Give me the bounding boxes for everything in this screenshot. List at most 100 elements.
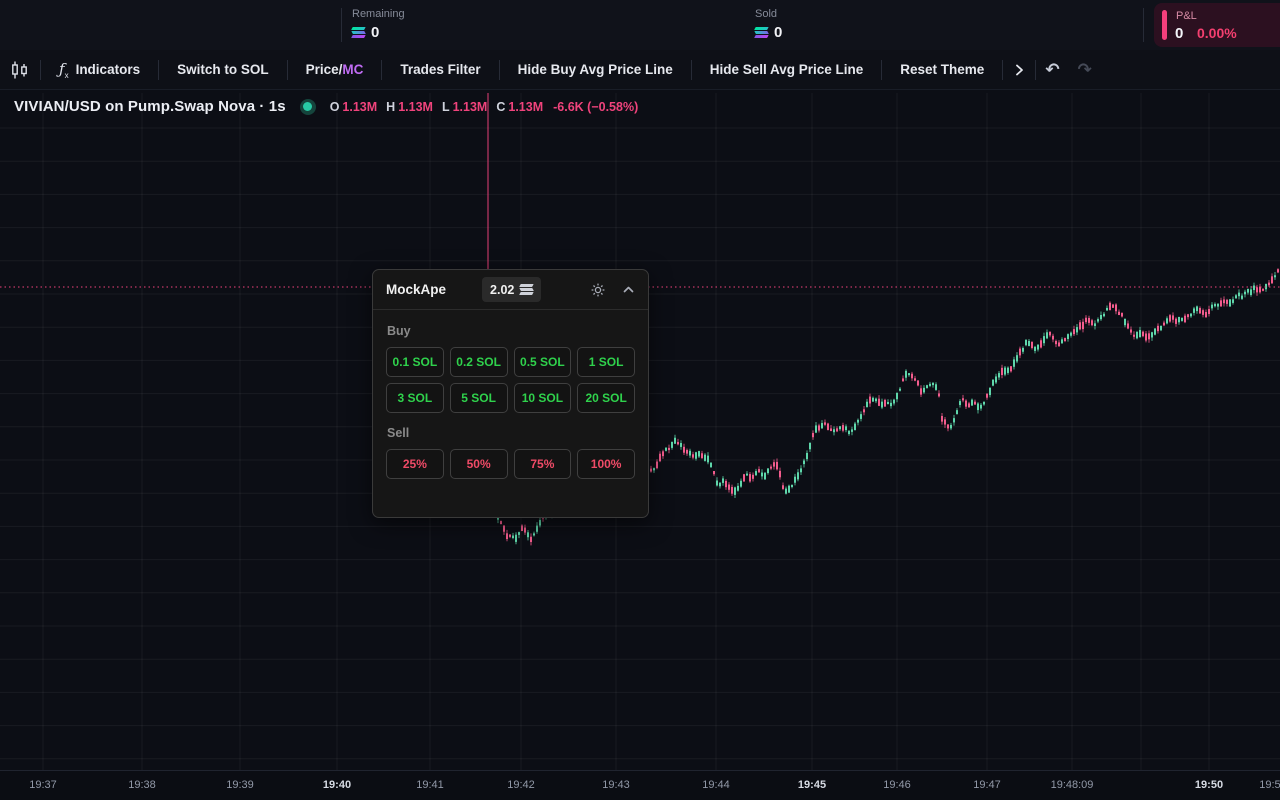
reset-theme-button[interactable]: Reset Theme	[882, 50, 1002, 90]
high-value: 1.13M	[398, 99, 433, 114]
chart-area[interactable]: VIVIAN/USD on Pump.Swap Nova · 1s O 1.13M…	[0, 90, 1280, 770]
mockape-header[interactable]: MockApe 2.02	[373, 270, 648, 310]
expand-toolbar-button[interactable]	[1003, 50, 1035, 90]
remaining-label: Remaining	[352, 8, 405, 20]
divider	[498, 59, 500, 80]
divider	[286, 59, 288, 80]
time-label: 19:42	[507, 779, 535, 791]
mockape-title: MockApe	[386, 282, 447, 297]
amount-value: 2.02	[490, 282, 515, 297]
buy-0.2-sol-button[interactable]: 0.2 SOL	[449, 347, 508, 377]
sell-50pct-button[interactable]: 50%	[449, 449, 508, 479]
redo-icon: ↷	[1077, 59, 1092, 80]
divider	[1002, 59, 1004, 80]
pnl-value: 0	[1175, 25, 1184, 42]
trades-filter-label: Trades Filter	[400, 62, 481, 77]
open-value: 1.13M	[342, 99, 378, 114]
time-label: 19:48:09	[1050, 779, 1094, 791]
symbol-title[interactable]: VIVIAN/USD on Pump.Swap Nova · 1s	[14, 98, 286, 115]
hide-sell-avg-label: Hide Sell Avg Price Line	[709, 62, 864, 77]
pnl-label: P&L	[1176, 10, 1197, 22]
high-label: H	[386, 99, 396, 114]
buy-5-sol-button[interactable]: 5 SOL	[449, 383, 508, 413]
switch-to-sol-label: Switch to SOL	[177, 62, 269, 77]
price-mc-toggle[interactable]: Price/MC	[288, 50, 382, 90]
sell-25pct-button[interactable]: 25%	[386, 449, 444, 479]
chevron-up-icon[interactable]	[622, 283, 635, 296]
sell-section-label: Sell	[387, 426, 410, 440]
candles-style-button[interactable]	[0, 50, 40, 90]
solana-icon	[519, 283, 535, 296]
candlestick-icon	[12, 61, 27, 78]
remaining-stat: Remaining 0	[351, 8, 405, 41]
divider	[381, 59, 383, 80]
indicators-button[interactable]: ƒx Indicators	[41, 50, 158, 90]
time-label: 19:40	[322, 779, 352, 791]
change-value: -6.6K (−0.58%)	[553, 99, 639, 114]
sold-stat: Sold 0	[754, 8, 783, 41]
buy-0.1-sol-button[interactable]: 0.1 SOL	[386, 347, 444, 377]
gear-icon[interactable]	[590, 282, 606, 298]
time-axis[interactable]: 19:37 19:38 19:39 19:40 19:41 19:42 19:43 19:44…	[0, 770, 1280, 800]
sold-label: Sold	[755, 8, 778, 20]
solana-icon	[351, 26, 366, 39]
time-label: 19:39	[226, 779, 254, 791]
amount-pill[interactable]: 2.02	[482, 277, 542, 302]
divider	[881, 59, 883, 80]
buy-button-grid: 0.1 SOL 0.2 SOL 0.5 SOL 1 SOL 3 SOL 5 SO…	[386, 347, 635, 413]
time-label: 19:45	[797, 779, 827, 791]
time-label: 19:46	[883, 779, 911, 791]
time-label: 19:47	[973, 779, 1001, 791]
sell-button-grid: 25% 50% 75% 100%	[386, 449, 635, 479]
buy-20-sol-button[interactable]: 20 SOL	[577, 383, 635, 413]
pnl-percent: 0.00%	[1197, 25, 1237, 41]
hide-sell-avg-button[interactable]: Hide Sell Avg Price Line	[692, 50, 882, 90]
chart-toolbar: ƒx Indicators Switch to SOL Price/MC Tra…	[0, 50, 1280, 90]
divider	[690, 59, 692, 80]
buy-section-label: Buy	[387, 324, 411, 338]
remaining-value: 0	[371, 24, 380, 41]
mc-label: MC	[342, 62, 364, 77]
price-label: Price/	[305, 62, 343, 77]
time-label: 19:38	[128, 779, 156, 791]
redo-button[interactable]: ↷	[1069, 50, 1101, 90]
trades-filter-button[interactable]: Trades Filter	[382, 50, 498, 90]
sold-value: 0	[774, 24, 783, 41]
fx-icon: ƒx	[59, 59, 69, 80]
sell-75pct-button[interactable]: 75%	[513, 449, 572, 479]
buy-10-sol-button[interactable]: 10 SOL	[513, 383, 572, 413]
sell-100pct-button[interactable]: 100%	[577, 449, 635, 479]
divider	[341, 8, 342, 42]
undo-icon: ↶	[1045, 59, 1060, 80]
divider	[1143, 8, 1144, 42]
ohlc-readout: O 1.13M H 1.13M L 1.13M C 1.13M -6.6K (−0.58…	[330, 100, 639, 114]
indicators-label: Indicators	[75, 62, 141, 77]
chevron-right-icon	[1016, 64, 1024, 75]
pnl-card: P&L 0 0.00%	[1154, 3, 1280, 47]
hide-buy-avg-button[interactable]: Hide Buy Avg Price Line	[500, 50, 691, 90]
solana-icon	[754, 26, 769, 39]
undo-button[interactable]: ↶	[1036, 50, 1068, 90]
buy-0.5-sol-button[interactable]: 0.5 SOL	[513, 347, 572, 377]
time-label: 19:37	[29, 779, 57, 791]
mockape-panel[interactable]: MockApe 2.02	[372, 269, 649, 518]
close-value: 1.13M	[508, 99, 544, 114]
pnl-accent-bar	[1162, 10, 1167, 40]
time-label: 19:50	[1194, 779, 1224, 791]
symbol-header: VIVIAN/USD on Pump.Swap Nova · 1s O 1.13M…	[14, 98, 638, 115]
low-label: L	[441, 99, 450, 114]
live-status-icon	[299, 98, 316, 115]
divider	[40, 59, 41, 80]
time-label: 19:41	[416, 779, 444, 791]
time-label: 19:51	[1259, 779, 1280, 791]
switch-to-sol-button[interactable]: Switch to SOL	[159, 50, 287, 90]
buy-3-sol-button[interactable]: 3 SOL	[386, 383, 444, 413]
divider	[158, 59, 160, 80]
buy-1-sol-button[interactable]: 1 SOL	[577, 347, 635, 377]
open-label: O	[329, 99, 340, 114]
mockape-body: Buy 0.1 SOL 0.2 SOL 0.5 SOL 1 SOL 3 SOL …	[373, 310, 648, 479]
divider	[1035, 59, 1037, 80]
low-value: 1.13M	[452, 99, 488, 114]
close-label: C	[496, 99, 506, 114]
